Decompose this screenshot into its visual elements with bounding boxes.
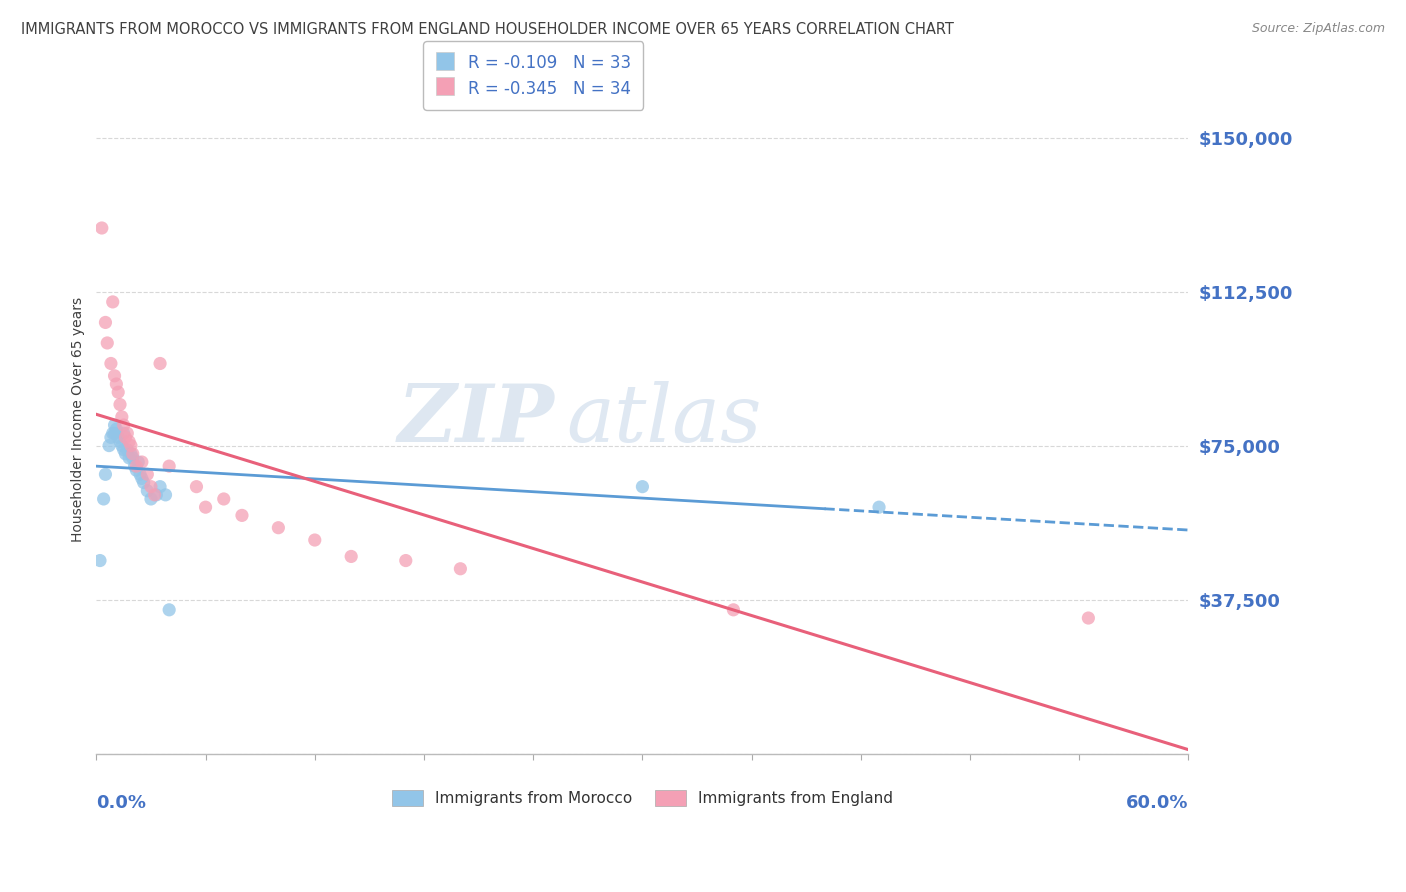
Point <box>118 434 141 449</box>
Point <box>112 426 135 441</box>
Point <box>108 434 131 449</box>
Y-axis label: Householder Income Over 65 years: Householder Income Over 65 years <box>72 297 86 542</box>
Point <box>131 455 153 469</box>
Point <box>139 491 162 506</box>
Point <box>631 480 654 494</box>
Point <box>114 447 136 461</box>
Point <box>194 500 217 515</box>
Point <box>132 475 155 490</box>
Point <box>136 483 159 498</box>
Point <box>157 603 180 617</box>
Point <box>131 471 153 485</box>
Point <box>103 418 125 433</box>
Point <box>111 409 134 424</box>
Point <box>129 467 152 482</box>
Point <box>186 480 208 494</box>
Point <box>723 603 745 617</box>
Point <box>143 488 166 502</box>
Point <box>267 521 290 535</box>
Point <box>108 398 131 412</box>
Point <box>90 221 112 235</box>
Text: 60.0%: 60.0% <box>1126 794 1188 812</box>
Point <box>145 488 167 502</box>
Text: 0.0%: 0.0% <box>97 794 146 812</box>
Point <box>117 426 139 441</box>
Point <box>449 562 471 576</box>
Point <box>94 467 117 482</box>
Point <box>124 459 146 474</box>
Point <box>117 442 139 457</box>
Text: IMMIGRANTS FROM MOROCCO VS IMMIGRANTS FROM ENGLAND HOUSEHOLDER INCOME OVER 65 YE: IMMIGRANTS FROM MOROCCO VS IMMIGRANTS FR… <box>21 22 953 37</box>
Point <box>114 430 136 444</box>
Text: ZIP: ZIP <box>398 381 555 458</box>
Point <box>107 430 129 444</box>
Point <box>121 447 143 461</box>
Point <box>231 508 253 523</box>
Point <box>149 480 172 494</box>
Text: atlas: atlas <box>567 381 761 458</box>
Point <box>868 500 890 515</box>
Point <box>105 377 128 392</box>
Point <box>157 459 180 474</box>
Point <box>212 491 235 506</box>
Legend: Immigrants from Morocco, Immigrants from England: Immigrants from Morocco, Immigrants from… <box>385 784 898 813</box>
Point <box>94 315 117 329</box>
Point <box>105 422 128 436</box>
Point <box>120 447 142 461</box>
Point <box>155 488 177 502</box>
Point <box>127 455 149 469</box>
Point <box>340 549 363 564</box>
Point <box>149 356 172 370</box>
Point <box>136 467 159 482</box>
Point <box>96 335 118 350</box>
Point <box>93 491 115 506</box>
Point <box>103 368 125 383</box>
Point <box>112 418 135 433</box>
Point <box>101 294 124 309</box>
Point <box>98 439 121 453</box>
Point <box>125 463 148 477</box>
Point <box>139 480 162 494</box>
Point <box>120 439 142 453</box>
Point <box>395 553 418 567</box>
Point <box>100 356 122 370</box>
Point <box>103 426 125 441</box>
Point <box>100 430 122 444</box>
Point <box>111 439 134 453</box>
Point <box>118 450 141 465</box>
Point <box>304 533 326 547</box>
Point <box>1077 611 1099 625</box>
Point <box>121 450 143 465</box>
Point <box>107 385 129 400</box>
Point <box>112 442 135 457</box>
Point <box>125 459 148 474</box>
Point <box>89 553 111 567</box>
Text: Source: ZipAtlas.com: Source: ZipAtlas.com <box>1251 22 1385 36</box>
Point <box>101 426 124 441</box>
